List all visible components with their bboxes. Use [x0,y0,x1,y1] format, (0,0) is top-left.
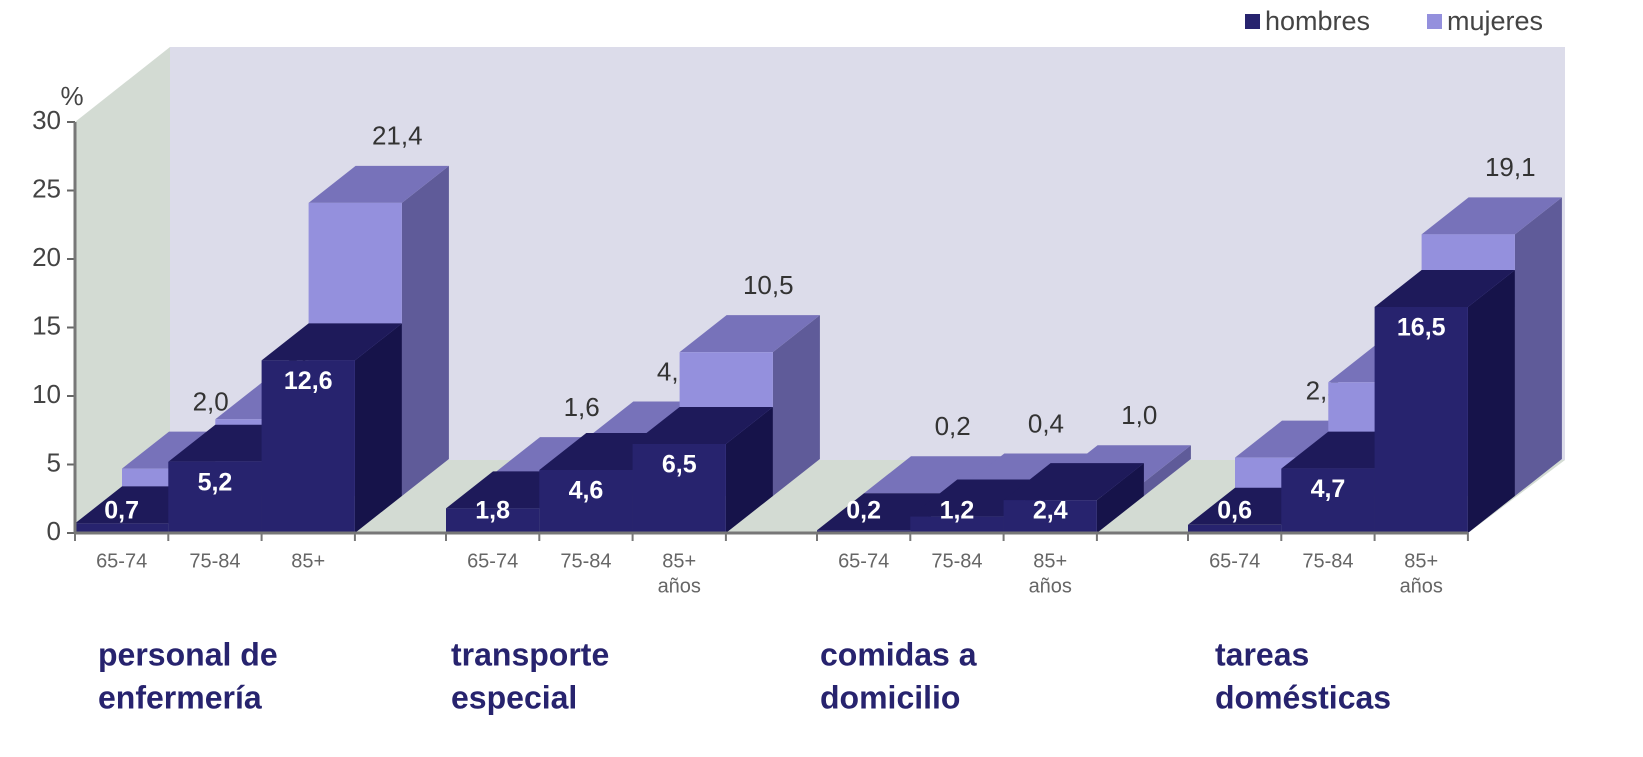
bar [261,360,355,533]
value-label: 2,4 [1033,497,1068,525]
y-tick-label: 30 [32,105,61,135]
y-tick-label: 5 [47,447,61,477]
bar-side [354,323,402,533]
bar-side [772,315,820,496]
value-label: 0,2 [846,497,881,525]
bar-side [725,406,773,533]
x-tick-label: 75-84 [560,550,611,572]
value-label: 1,8 [475,497,510,525]
x-tick-label: años [658,575,701,597]
x-tick-label: 85+ [662,550,696,572]
value-label: 6,5 [662,451,697,479]
bar-side [401,165,449,496]
bar-side [1096,463,1144,533]
y-tick-label: 10 [32,379,61,409]
x-tick-label: 65-74 [1209,550,1260,572]
y-tick-label: 20 [32,242,61,272]
value-label: 4,7 [1311,475,1346,503]
bar-top [1374,269,1515,307]
value-label: 0,7 [104,497,139,525]
value-label: 10,5 [743,270,794,300]
value-label: 16,5 [1397,314,1446,342]
value-label: 0,6 [1217,497,1252,525]
value-label: 1,6 [564,392,600,422]
bar-top [632,406,773,444]
y-unit: % [60,81,83,111]
bar [539,469,633,533]
value-label: 2,0 [193,386,229,416]
value-label: 0,4 [1028,408,1064,438]
x-tick-label: 65-74 [838,550,889,572]
left-wall [75,47,170,533]
value-label: 1,2 [940,497,975,525]
group-label: domicilio [820,679,960,715]
x-tick-label: 65-74 [96,550,147,572]
bar [910,516,1004,533]
value-label: 4,6 [569,477,604,505]
legend-label: hombres [1265,6,1370,36]
legend-swatch [1427,14,1442,29]
value-label: 12,6 [284,367,333,395]
bar-top [864,456,1005,494]
x-tick-label: 85+ [1033,550,1067,572]
legend-swatch [1245,14,1260,29]
y-tick-label: 0 [47,516,61,546]
value-label: 19,1 [1485,152,1536,182]
bar [446,508,540,533]
group-label: domésticas [1215,679,1391,715]
group-label: transporte [451,636,609,672]
value-label: 5,2 [198,468,233,496]
bar-top [1003,463,1144,501]
group-label: tareas [1215,636,1309,672]
bar-side [1467,269,1515,533]
value-label: 21,4 [372,121,423,151]
bar [632,443,726,533]
x-tick-label: 85+ [1404,550,1438,572]
x-tick-label: 75-84 [1302,550,1353,572]
bar-top [910,479,1051,517]
bar-top [1421,197,1562,235]
group-label: enfermería [98,679,262,715]
x-tick-label: años [1029,575,1072,597]
bar-top [261,323,402,361]
value-label: 1,0 [1121,400,1157,430]
group-label: especial [451,679,577,715]
legend-label: mujeres [1447,6,1543,36]
x-tick-label: 85+ [291,550,325,572]
bar [1374,306,1468,533]
bar-top [308,165,449,203]
bar [1003,500,1097,533]
bar [168,461,262,533]
bar-top [679,315,820,353]
x-tick-label: 65-74 [467,550,518,572]
bar-top [817,493,958,531]
y-tick-label: 15 [32,310,61,340]
x-tick-label: 75-84 [931,550,982,572]
y-tick-label: 25 [32,173,61,203]
group-label: personal de [98,636,278,672]
bar [1281,468,1375,533]
bar [1188,524,1282,533]
bar-side [1514,197,1562,496]
bar-side [1143,445,1191,496]
group-label: comidas a [820,636,977,672]
value-label: 0,2 [935,411,971,441]
x-tick-label: años [1400,575,1443,597]
x-tick-label: 75-84 [189,550,240,572]
bar [75,523,169,533]
